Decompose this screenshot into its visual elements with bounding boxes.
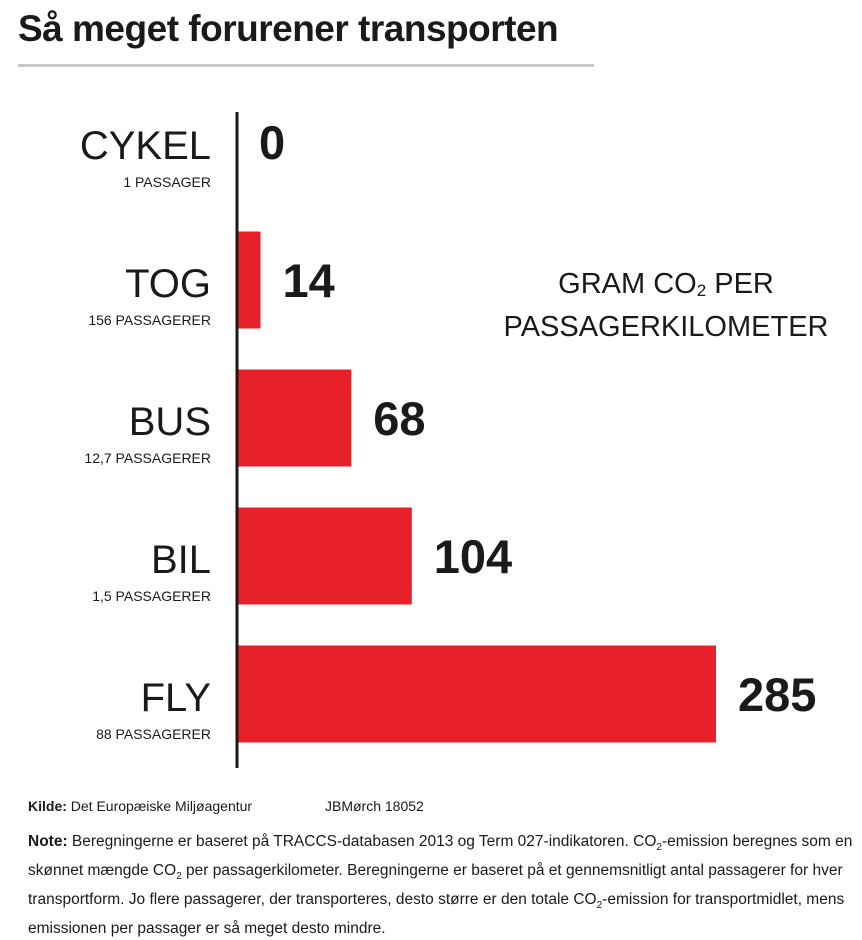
unit-label-line2: PASSAGERKILOMETER [503,311,829,343]
unit-label-line1: GRAM CO2 PER [558,268,774,300]
category-sublabel-cykel: 1 PASSAGER [123,174,211,190]
category-sublabel-fly: 88 PASSAGERER [96,726,211,742]
category-label-fly: FLY [141,676,211,720]
value-label-cykel: 0 [259,116,285,169]
category-sublabel-tog: 156 PASSAGERER [88,312,211,328]
category-label-cykel: CYKEL [80,124,211,168]
note-label: Note: [28,833,68,850]
value-label-fly: 285 [738,668,816,721]
bar-fly [237,645,716,743]
bar-chart: CYKEL 1 PASSAGER 0 TOG 156 PASSAGERER 14 BUS 12… [80,112,816,768]
bar-bil [237,507,412,605]
category-sublabel-bil: 1,5 PASSAGERER [92,588,211,604]
category-label-bus: BUS [129,400,211,444]
source-label: Kilde: [28,798,67,814]
title-underline [18,64,594,67]
bar-bus [237,369,352,467]
chart-title: Så meget forurener transporten [18,8,559,49]
value-label-tog: 14 [283,254,335,307]
category-sublabel-bus: 12,7 PASSAGERER [84,450,211,466]
source-line: Kilde: Det Europæiske Miljøagentur [28,798,252,814]
value-label-bil: 104 [434,530,512,583]
value-label-bus: 68 [373,392,425,445]
bar-tog [237,231,261,329]
source-text: Det Europæiske Miljøagentur [70,798,253,814]
category-label-tog: TOG [125,262,211,306]
category-label-bil: BIL [151,538,211,582]
unit-label: GRAM CO2 PER PASSAGERKILOMETER [493,266,839,345]
graphic-credit: JBMørch 18052 [325,798,424,814]
